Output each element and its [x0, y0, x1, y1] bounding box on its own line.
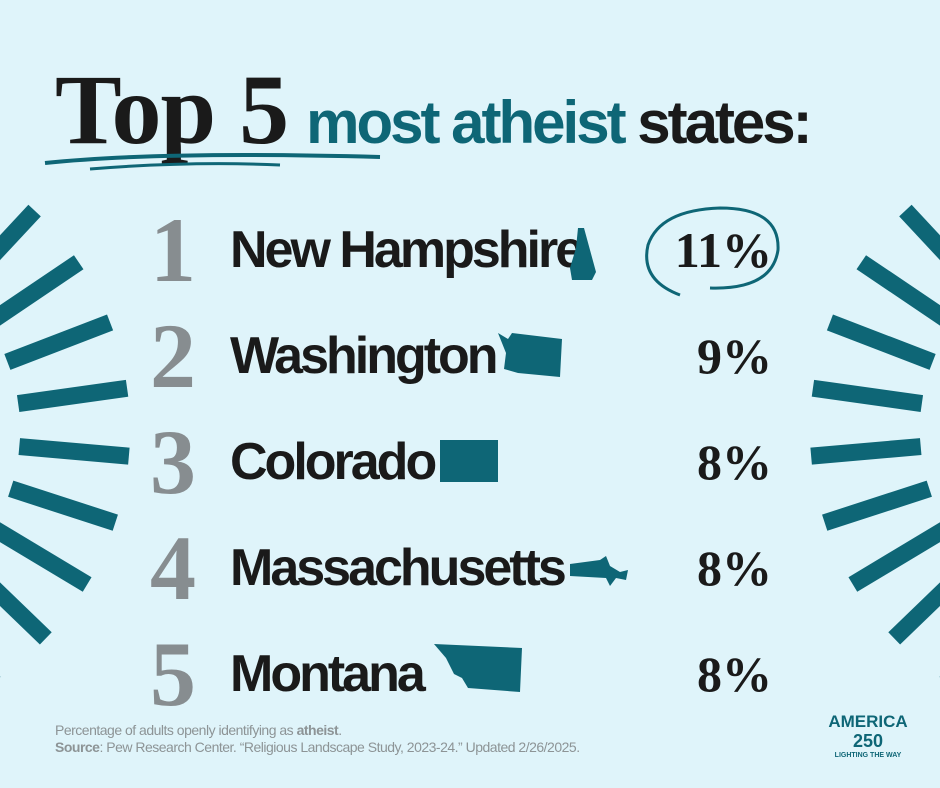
- value: 11%: [674, 222, 772, 278]
- source-text: : Pew Research Center. “Religious Landsc…: [99, 739, 580, 755]
- rank: 5: [150, 623, 196, 725]
- title-rest: most atheist states:: [306, 89, 813, 156]
- list-item: 5 Montana 8%: [0, 624, 940, 724]
- footnote-text: Percentage of adults openly identifying …: [55, 722, 294, 738]
- state-icon: [440, 440, 498, 482]
- ray: [899, 204, 940, 261]
- footnote-end: .: [338, 722, 342, 738]
- state: Massachusetts: [230, 539, 567, 597]
- state-icon: [570, 556, 628, 586]
- ray: [888, 582, 940, 645]
- underline: [44, 153, 381, 171]
- rank: 4: [150, 517, 196, 619]
- ray: [0, 522, 92, 592]
- value: 8%: [697, 646, 772, 702]
- ray: [16, 379, 129, 412]
- state-icon: [570, 228, 596, 280]
- ray: [826, 314, 936, 370]
- title-highlight: atheist: [451, 89, 626, 156]
- ray: [811, 379, 924, 412]
- logo-name: AMERICA: [828, 712, 908, 731]
- ray: [848, 522, 940, 592]
- ray: [8, 480, 118, 531]
- list-item: 3 Colorado 8%: [0, 412, 940, 512]
- ray: [0, 204, 41, 261]
- ray: [18, 438, 130, 465]
- list-item: 1 New Hampshire 11%: [0, 200, 940, 300]
- rank: 2: [150, 305, 196, 407]
- ray: [4, 314, 114, 370]
- ray: [810, 438, 922, 465]
- title-end: states:: [637, 89, 812, 156]
- title-plain: most: [306, 89, 440, 156]
- state-icon: [434, 644, 522, 692]
- value: 8%: [697, 434, 772, 490]
- rank: 1: [150, 199, 196, 301]
- state-icon: [498, 333, 562, 377]
- logo-number: 250: [852, 731, 884, 751]
- highlight-circle: [645, 206, 780, 297]
- ray: [856, 255, 940, 326]
- value: 8%: [697, 540, 772, 596]
- title-lead: Top 5: [55, 54, 289, 165]
- state: Montana: [230, 645, 426, 703]
- rank: 3: [150, 411, 196, 513]
- state: New Hampshire: [230, 221, 584, 279]
- logo-tagline: LIGHTING THE WAY: [834, 752, 902, 759]
- state: Washington: [230, 327, 499, 385]
- footnote: Percentage of adults openly identifying …: [55, 722, 580, 756]
- title: Top 5 most atheist states:: [55, 52, 813, 167]
- source-label: Source: [55, 739, 100, 755]
- logo: AMERICA 250 LIGHTING THE WAY: [818, 712, 918, 759]
- value: 9%: [697, 328, 772, 384]
- footnote-bold: atheist: [296, 722, 339, 738]
- ray: [0, 255, 84, 326]
- list-item: 4 Massachusetts 8%: [0, 518, 940, 618]
- list-item: 2 Washington 9%: [0, 306, 940, 406]
- ray: [822, 480, 932, 531]
- state: Colorado: [230, 433, 437, 491]
- ray: [0, 582, 52, 645]
